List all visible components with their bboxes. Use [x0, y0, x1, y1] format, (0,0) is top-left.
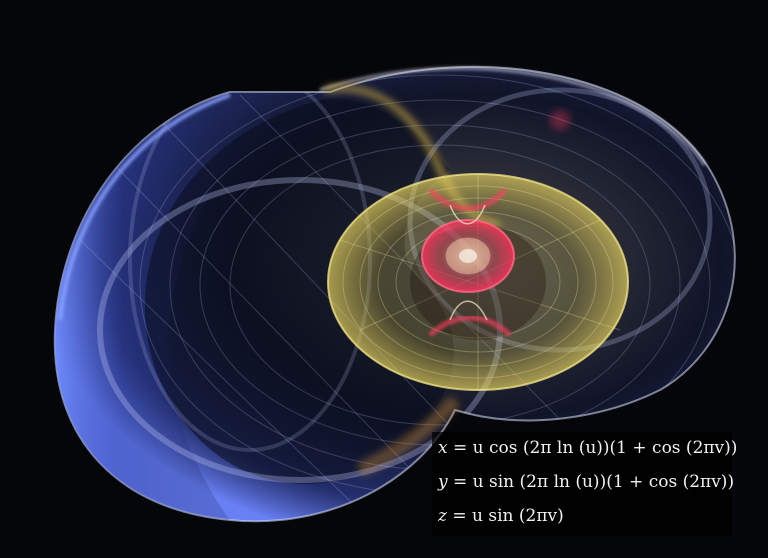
equation-x-lhs: x [438, 438, 448, 458]
equation-y-lhs: y [438, 472, 448, 492]
equation-z-lhs: z [438, 506, 447, 526]
equation-x: x = u cos (2π ln (u))(1 + cos (2πv)) [438, 438, 737, 458]
equation-y-rhs: u sin (2π ln (u))(1 + cos (2πv)) [472, 472, 735, 492]
equals-sign: = [453, 472, 468, 492]
equation-z-rhs: u sin (2πv) [472, 506, 564, 526]
equation-z: z = u sin (2πv) [438, 506, 564, 526]
equation-x-rhs: u cos (2π ln (u))(1 + cos (2πv)) [472, 438, 738, 458]
equation-y: y = u sin (2π ln (u))(1 + cos (2πv)) [438, 472, 734, 492]
equals-sign: = [453, 438, 468, 458]
equations-panel [432, 432, 732, 536]
equals-sign: = [452, 506, 467, 526]
inner-whorl [421, 110, 570, 337]
